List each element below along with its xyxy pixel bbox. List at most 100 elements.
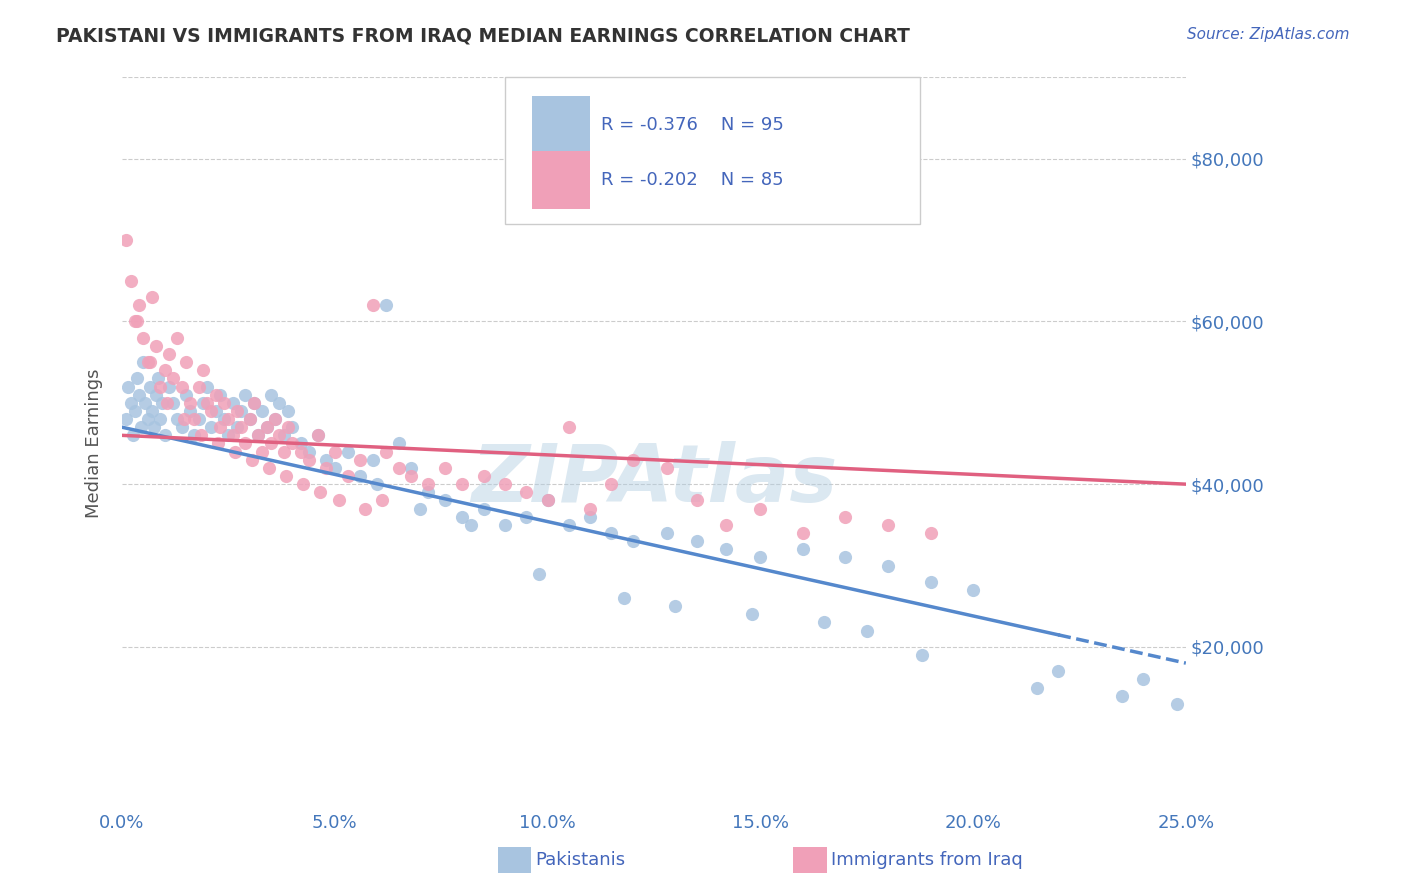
Point — [388, 461, 411, 475]
Point — [962, 582, 984, 597]
Point — [749, 550, 772, 565]
Point — [655, 461, 678, 475]
Point — [536, 493, 558, 508]
Point — [152, 396, 174, 410]
Point — [600, 525, 623, 540]
Point — [174, 387, 197, 401]
Point — [494, 517, 516, 532]
Point — [877, 558, 900, 573]
Point — [434, 461, 457, 475]
Point — [685, 534, 707, 549]
Point — [600, 477, 623, 491]
Point — [141, 290, 163, 304]
Point — [290, 444, 312, 458]
Point — [273, 444, 295, 458]
Point — [138, 379, 160, 393]
Point — [128, 298, 150, 312]
Point — [138, 355, 160, 369]
Point — [207, 436, 229, 450]
Point — [183, 412, 205, 426]
Point — [418, 485, 440, 500]
Point — [231, 420, 253, 434]
Text: Source: ZipAtlas.com: Source: ZipAtlas.com — [1187, 27, 1350, 42]
Point — [281, 436, 304, 450]
Point — [221, 396, 243, 410]
Point — [388, 436, 411, 450]
Point — [749, 501, 772, 516]
Point — [685, 493, 707, 508]
Point — [162, 396, 184, 410]
Point — [153, 428, 176, 442]
Point — [855, 624, 877, 638]
Point — [204, 387, 226, 401]
Point — [273, 428, 295, 442]
Point — [494, 477, 516, 491]
Point — [579, 509, 602, 524]
Point — [128, 387, 150, 401]
Point — [117, 379, 139, 393]
Point — [401, 469, 423, 483]
Point — [124, 314, 146, 328]
Point — [208, 387, 231, 401]
Point — [409, 501, 432, 516]
Point — [132, 355, 155, 369]
Point — [716, 542, 738, 557]
Point — [336, 469, 359, 483]
Point — [349, 452, 371, 467]
Point — [191, 396, 214, 410]
Point — [136, 412, 159, 426]
Point — [664, 599, 686, 614]
Point — [309, 485, 332, 500]
Text: Immigrants from Iraq: Immigrants from Iraq — [831, 851, 1022, 869]
Point — [143, 420, 166, 434]
Point — [224, 444, 246, 458]
Point — [613, 591, 636, 605]
Point — [243, 396, 266, 410]
Point — [260, 436, 283, 450]
Point — [208, 420, 231, 434]
Point — [460, 517, 482, 532]
FancyBboxPatch shape — [531, 95, 591, 154]
Point — [247, 428, 270, 442]
Point — [247, 428, 270, 442]
Point — [269, 396, 291, 410]
Point — [621, 452, 644, 467]
Point — [257, 461, 280, 475]
Text: R = -0.202    N = 85: R = -0.202 N = 85 — [600, 171, 783, 189]
Point — [401, 461, 423, 475]
Point — [187, 379, 209, 393]
Point — [256, 420, 278, 434]
Point — [195, 379, 218, 393]
Point — [179, 396, 201, 410]
Point — [290, 436, 312, 450]
Point — [121, 428, 143, 442]
Point — [792, 525, 814, 540]
Point — [187, 412, 209, 426]
Point — [134, 396, 156, 410]
Point — [298, 452, 321, 467]
Point — [125, 314, 148, 328]
Point — [451, 477, 474, 491]
Point — [217, 428, 239, 442]
Point — [834, 550, 856, 565]
Point — [834, 509, 856, 524]
Point — [148, 371, 170, 385]
Point — [129, 420, 152, 434]
Point — [366, 477, 388, 491]
Point — [136, 355, 159, 369]
Point — [235, 387, 257, 401]
Point — [221, 428, 243, 442]
Point — [307, 428, 329, 442]
Point — [418, 477, 440, 491]
Point — [274, 469, 297, 483]
Point — [515, 485, 537, 500]
Point — [527, 566, 550, 581]
Point — [231, 404, 253, 418]
Point — [911, 648, 934, 662]
Point — [370, 493, 392, 508]
Point — [170, 379, 193, 393]
Point — [579, 501, 602, 516]
Point — [536, 493, 558, 508]
Point — [361, 298, 384, 312]
Point — [190, 428, 212, 442]
